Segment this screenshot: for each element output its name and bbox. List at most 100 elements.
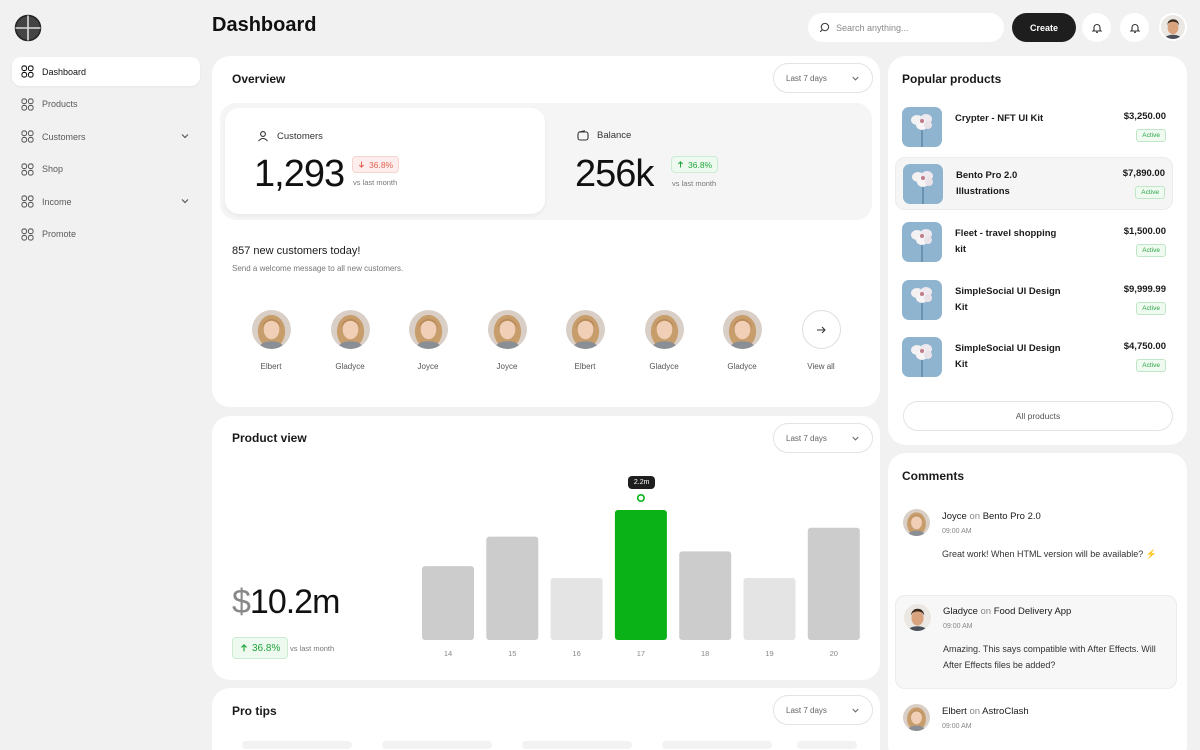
balance-value: 256k bbox=[575, 153, 654, 195]
customer-item[interactable]: Joyce bbox=[477, 310, 537, 371]
comment-on-word: on bbox=[980, 606, 992, 617]
product-row[interactable]: Fleet - travel shopping kit $1,500.00 Ac… bbox=[895, 216, 1173, 269]
product-name: Crypter - NFT UI Kit bbox=[955, 113, 1044, 124]
new-customers-subtitle: Send a welcome message to all new custom… bbox=[232, 264, 404, 273]
chevron-down-icon bbox=[851, 706, 860, 715]
view-all-label: View all bbox=[807, 362, 835, 371]
status-badge: Active bbox=[1136, 244, 1166, 257]
comments-title: Comments bbox=[902, 469, 965, 483]
bell-icon bbox=[1129, 23, 1140, 33]
product-name: SimpleSocial UI Design Kit bbox=[955, 343, 1061, 370]
overview-card: Overview Last 7 days Customers 1,293 36.… bbox=[212, 56, 880, 407]
chart-bar[interactable] bbox=[550, 577, 603, 640]
chart-bar[interactable] bbox=[743, 577, 796, 640]
customer-avatar bbox=[723, 310, 762, 349]
customers-change-value: 36.8% bbox=[369, 159, 394, 170]
overview-range-dropdown[interactable]: Last 7 days bbox=[773, 63, 873, 93]
search-bar[interactable] bbox=[808, 13, 1004, 42]
user-icon bbox=[258, 131, 268, 142]
chevron-down-icon[interactable] bbox=[180, 131, 190, 141]
x-tick-label: 19 bbox=[765, 649, 773, 658]
customer-item[interactable]: Elbert bbox=[555, 310, 615, 371]
sidebar-item-dashboard[interactable]: Dashboard bbox=[12, 57, 200, 86]
product-price: $4,750.00 bbox=[1123, 341, 1166, 352]
product-view-vs-label: vs last month bbox=[290, 644, 335, 653]
comment-avatar bbox=[904, 604, 931, 631]
comment-text: Great work! When HTML version will be av… bbox=[942, 549, 1157, 559]
sidebar-item-promote[interactable]: Promote bbox=[12, 220, 200, 249]
sidebar-item-products[interactable]: Products bbox=[12, 90, 200, 119]
sidebar-item-income[interactable]: Income bbox=[12, 187, 200, 216]
arrow-down-icon bbox=[358, 161, 365, 168]
customers-vs-label: vs last month bbox=[353, 178, 398, 187]
customer-item[interactable]: Gladyce bbox=[712, 310, 772, 371]
product-view-chart: 14 15 16 17 18 19 20 bbox=[422, 493, 860, 658]
search-input[interactable] bbox=[836, 22, 986, 33]
tip-placeholder bbox=[662, 741, 772, 749]
chart-bar[interactable] bbox=[422, 566, 474, 640]
arrow-up-icon bbox=[677, 161, 684, 168]
chart-bar[interactable] bbox=[614, 510, 667, 640]
tip-placeholder bbox=[797, 741, 857, 749]
sidebar-item-label: Income bbox=[42, 196, 72, 207]
chart-bar[interactable] bbox=[679, 551, 732, 640]
customer-item[interactable]: Gladyce bbox=[320, 310, 380, 371]
product-view-title: Product view bbox=[232, 431, 307, 445]
comment-target[interactable]: Food Delivery App bbox=[993, 606, 1072, 617]
product-price: $3,250.00 bbox=[1123, 111, 1166, 122]
x-tick-label: 16 bbox=[572, 649, 580, 658]
comment-target[interactable]: Bento Pro 2.0 bbox=[982, 511, 1041, 522]
pro-tips-range-dropdown[interactable]: Last 7 days bbox=[773, 695, 873, 725]
notification-button-2[interactable] bbox=[1120, 13, 1149, 42]
notification-button[interactable] bbox=[1082, 13, 1111, 42]
balance-change-value: 36.8% bbox=[688, 159, 713, 170]
customer-item[interactable]: Joyce bbox=[398, 310, 458, 371]
comments-card: Comments Joyce on Bento Pro 2.0 09:00 AM… bbox=[888, 453, 1187, 750]
sidebar-item-shop[interactable]: Shop bbox=[12, 155, 200, 184]
customer-avatar bbox=[645, 310, 684, 349]
product-view-card: Product view Last 7 days $10.2m 36.8% vs… bbox=[212, 416, 880, 680]
wallet-icon bbox=[577, 130, 589, 141]
sidebar-item-customers[interactable]: Customers bbox=[12, 122, 200, 151]
all-products-button[interactable]: All products bbox=[903, 401, 1173, 431]
product-row[interactable]: Bento Pro 2.0 Illustrations $7,890.00 Ac… bbox=[895, 157, 1173, 210]
comment-item[interactable]: Joyce on Bento Pro 2.0 09:00 AM Great wo… bbox=[895, 501, 1177, 591]
product-thumbnail bbox=[902, 107, 942, 147]
grid-icon bbox=[21, 65, 34, 78]
customer-avatar bbox=[488, 310, 527, 349]
product-thumbnail bbox=[902, 280, 942, 320]
customer-item[interactable]: Gladyce bbox=[634, 310, 694, 371]
customer-item[interactable]: Elbert bbox=[241, 310, 301, 371]
comment-time: 09:00 AM bbox=[943, 623, 973, 630]
customers-stat[interactable]: Customers 1,293 36.8% vs last month bbox=[225, 108, 545, 214]
comment-item[interactable]: Gladyce on Food Delivery App 09:00 AM Am… bbox=[895, 595, 1177, 689]
product-row[interactable]: SimpleSocial UI Design Kit $9,999.99 Act… bbox=[895, 274, 1173, 327]
view-all-circle bbox=[801, 310, 841, 349]
user-avatar[interactable] bbox=[1159, 13, 1187, 41]
dropdown-value: Last 7 days bbox=[786, 73, 827, 83]
product-name: Fleet - travel shopping kit bbox=[955, 228, 1057, 255]
chevron-down-icon bbox=[851, 434, 860, 443]
comment-header: Elbert on AstroClash bbox=[942, 706, 1029, 717]
pro-tips-card: Pro tips Last 7 days bbox=[212, 688, 880, 750]
product-view-range-dropdown[interactable]: Last 7 days bbox=[773, 423, 873, 453]
chevron-down-icon[interactable] bbox=[180, 196, 190, 206]
create-button[interactable]: Create bbox=[1012, 13, 1076, 42]
comment-target[interactable]: AstroClash bbox=[982, 706, 1029, 717]
customer-name: Elbert bbox=[260, 362, 282, 371]
stat-panel: Customers 1,293 36.8% vs last month Bala… bbox=[220, 103, 872, 220]
popular-products-title: Popular products bbox=[902, 72, 1002, 86]
comment-author: Gladyce bbox=[943, 606, 978, 617]
product-row[interactable]: Crypter - NFT UI Kit $3,250.00 Active bbox=[895, 101, 1173, 154]
customer-name: Gladyce bbox=[649, 362, 679, 371]
sidebar-item-label: Customers bbox=[42, 131, 86, 142]
sidebar-item-label: Promote bbox=[42, 229, 77, 239]
grid-icon bbox=[21, 195, 34, 208]
product-row[interactable]: SimpleSocial UI Design Kit $4,750.00 Act… bbox=[895, 331, 1173, 384]
comment-item[interactable]: Elbert on AstroClash 09:00 AM bbox=[895, 696, 1177, 750]
x-tick-label: 17 bbox=[637, 649, 645, 658]
sidebar-item-label: Shop bbox=[42, 164, 64, 174]
chart-bar[interactable] bbox=[807, 527, 860, 640]
chart-bar[interactable] bbox=[486, 536, 539, 640]
view-all-button[interactable]: View all bbox=[791, 310, 851, 371]
